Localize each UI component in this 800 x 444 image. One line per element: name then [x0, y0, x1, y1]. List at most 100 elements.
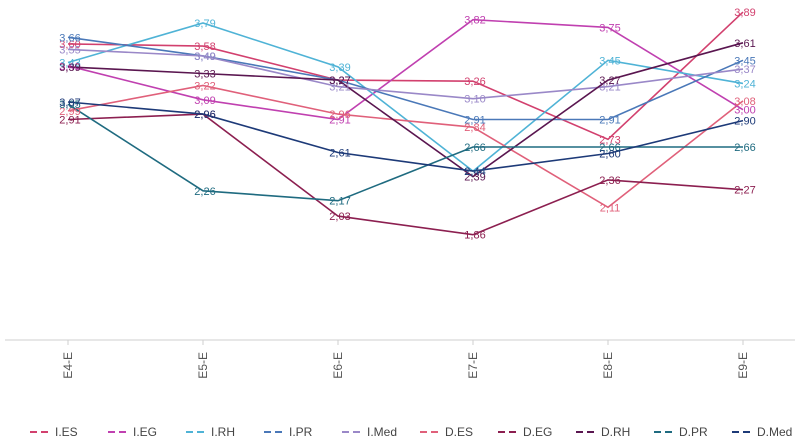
data-label-i-es-e4-e: 3,60 [59, 39, 80, 51]
data-label-d-med-e4-e: 3,07 [59, 97, 80, 109]
series-line-i-rh [67, 22, 744, 173]
data-label-d-pr-e7-e: 2,66 [464, 142, 485, 154]
data-label-i-pr-e7-e: 2,91 [464, 115, 485, 127]
data-label-d-rh-e9-e: 3,61 [734, 38, 755, 50]
legend-label: I.RH [211, 425, 235, 439]
legend-item-d-rh: D.RH [576, 425, 630, 439]
data-label-d-pr-e4-e: 3,05 [59, 99, 80, 111]
legend-label: D.RH [601, 425, 630, 439]
series-line-i-eg [67, 18, 744, 121]
data-label-i-pr-e9-e: 3,45 [734, 55, 755, 67]
data-label-i-rh-e9-e: 3,24 [734, 78, 755, 90]
data-label-i-med-e9-e: 3,37 [734, 64, 755, 76]
data-label-d-es-e8-e: 2,11 [600, 202, 621, 214]
series-line-d-es [67, 84, 744, 209]
data-label-i-rh-e4-e: 3,43 [59, 58, 80, 70]
series-line-i-es [67, 11, 744, 141]
data-label-i-eg-e9-e: 3,00 [734, 105, 755, 117]
data-label-i-rh-e8-e: 3,45 [599, 55, 620, 67]
x-axis-ticks: E4-E E5-E E6-E E7-E E8-E E9-E [61, 340, 750, 379]
series-line-i-pr [67, 36, 744, 121]
legend-label: D.ES [445, 425, 473, 439]
data-label-i-es-e7-e: 3,26 [464, 76, 485, 88]
data-label-i-med-e5-e: 3,49 [194, 51, 215, 63]
series-line-d-eg [67, 113, 744, 236]
data-label-i-med-e7-e: 3,10 [464, 94, 485, 106]
data-label-d-rh-e8-e: 3,27 [599, 75, 620, 87]
data-label-i-eg-e4-e: 3,40 [59, 61, 80, 73]
data-label-i-med-e6-e: 3,21 [329, 82, 350, 94]
legend-label: D.PR [679, 425, 708, 439]
data-label-i-rh-e6-e: 3,39 [329, 62, 350, 74]
legend-item-d-es: D.ES [420, 425, 473, 439]
legend-label: I.EG [133, 425, 157, 439]
data-label-d-med-e9-e: 2,90 [734, 116, 755, 128]
legend-item-i-es: I.ES [30, 425, 78, 439]
legend-item-i-pr: I.PR [264, 425, 313, 439]
legend-label: I.ES [55, 425, 78, 439]
data-label-d-rh-e6-e: 3,27 [329, 75, 350, 87]
data-label-d-med-e7-e: 2,44 [464, 166, 485, 178]
data-label-d-eg-e5-e: 2,96 [194, 109, 215, 121]
data-label-i-es-e5-e: 3,58 [194, 41, 215, 53]
legend-item-d-pr: D.PR [654, 425, 708, 439]
data-labels: 3,60 3,58 3,27 3,26 2,73 3,89 3,40 3,09 2,91 3,82… [59, 7, 755, 242]
series-line-d-pr [67, 103, 743, 202]
legend-item-d-eg: D.EG [498, 425, 552, 439]
data-label-i-rh-e5-e: 3,79 [194, 18, 215, 30]
data-label-i-eg-e7-e: 3,82 [464, 15, 485, 27]
legend-label: D.EG [523, 425, 552, 439]
data-label-d-pr-e5-e: 2,26 [194, 186, 215, 198]
data-label-d-pr-e8-e: 2,66 [599, 142, 620, 154]
data-label-d-med-e5-e: 2,96 [194, 109, 215, 121]
legend-label: I.PR [289, 425, 313, 439]
data-label-d-rh-e4-e: 3,39 [59, 62, 80, 74]
series-line-d-rh [67, 42, 744, 178]
data-label-d-eg-e6-e: 2,03 [329, 211, 350, 223]
x-tick-label-e6-e: E6-E [331, 352, 345, 379]
series-line-d-med [67, 101, 744, 172]
legend-item-i-rh: I.RH [186, 425, 235, 439]
legend-item-d-med: D.Med [732, 425, 792, 439]
x-tick-label-e9-e: E9-E [736, 352, 750, 379]
series-lines [67, 11, 744, 236]
data-label-i-pr-e6-e: 3,27 [329, 75, 350, 87]
data-label-d-es-e5-e: 3,22 [194, 81, 215, 93]
data-label-d-eg-e8-e: 2,36 [599, 175, 620, 187]
data-label-i-es-e6-e: 3,27 [329, 75, 350, 87]
data-label-i-eg-e6-e: 2,91 [329, 115, 350, 127]
legend-item-i-eg: I.EG [108, 425, 157, 439]
x-tick-label-e4-e: E4-E [61, 352, 75, 379]
data-label-i-med-e4-e: 3,55 [59, 44, 80, 56]
data-label-d-eg-e7-e: 1,86 [464, 230, 485, 242]
data-label-d-es-e7-e: 2,84 [464, 122, 485, 134]
legend-item-i-med: I.Med [342, 425, 397, 439]
x-tick-label-e7-e: E7-E [466, 352, 480, 379]
data-label-i-es-e8-e: 2,73 [599, 134, 620, 146]
data-label-i-rh-e7-e: 2,44 [464, 166, 485, 178]
data-label-i-es-e9-e: 3,89 [734, 7, 755, 19]
legend-label: I.Med [367, 425, 397, 439]
data-label-d-rh-e7-e: 2,39 [464, 172, 485, 184]
data-label-i-eg-e8-e: 3,75 [599, 22, 620, 34]
legend-label: D.Med [757, 425, 792, 439]
legend: I.ES I.EG I.RH I.PR I.Med D.ES D.EG D.RH D.PR D.M… [30, 425, 792, 439]
data-label-i-pr-e5-e: 3,49 [194, 51, 215, 63]
data-label-i-pr-e4-e: 3,66 [59, 32, 80, 44]
data-label-d-med-e6-e: 2,61 [329, 147, 350, 159]
data-label-d-pr-e6-e: 2,17 [329, 196, 350, 208]
data-label-d-rh-e5-e: 3,33 [194, 68, 215, 80]
data-label-i-pr-e8-e: 2,91 [599, 115, 620, 127]
data-label-i-eg-e5-e: 3,09 [194, 95, 215, 107]
data-label-d-pr-e9-e: 2,66 [734, 142, 755, 154]
data-label-d-es-e4-e: 2,99 [59, 106, 80, 118]
data-label-d-med-e8-e: 2,60 [599, 149, 620, 161]
x-tick-label-e5-e: E5-E [196, 352, 210, 379]
data-label-d-es-e9-e: 3,08 [734, 96, 755, 108]
series-line-i-med [67, 48, 744, 100]
data-label-i-med-e8-e: 3,21 [599, 82, 620, 94]
x-tick-label-e8-e: E8-E [601, 352, 615, 379]
data-label-d-eg-e9-e: 2,27 [734, 185, 755, 197]
data-label-d-eg-e4-e: 2,91 [59, 115, 80, 127]
